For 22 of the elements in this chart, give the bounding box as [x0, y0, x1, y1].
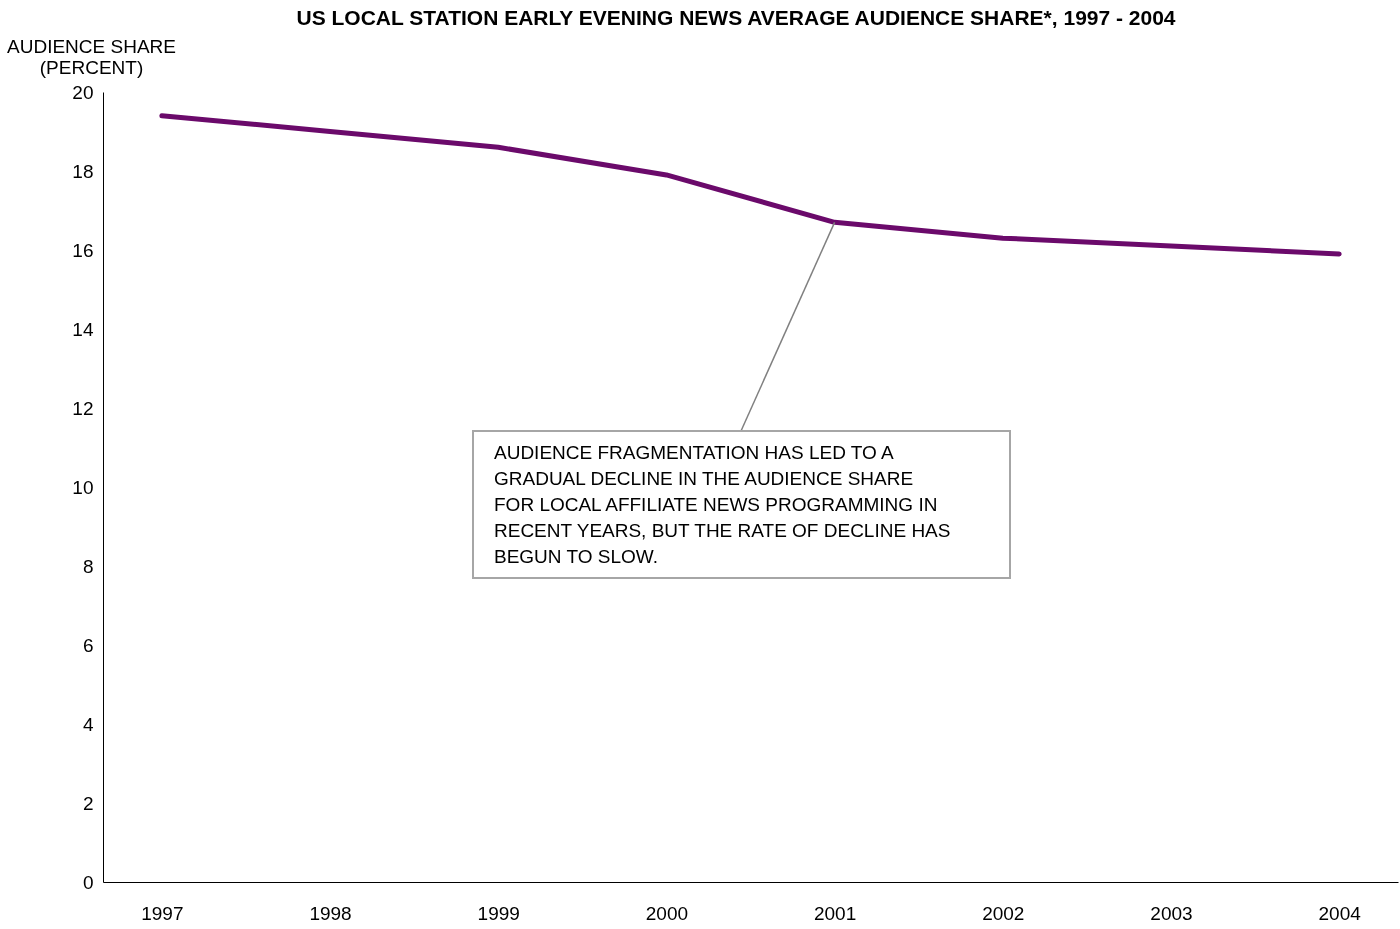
y-tick-label: 20: [72, 81, 94, 103]
x-tick-label: 1997: [141, 902, 184, 924]
x-tick-label: 2000: [645, 902, 689, 924]
y-tick-label: 6: [82, 634, 94, 656]
y-tick-label: 4: [82, 713, 94, 735]
y-tick-label: 14: [72, 318, 94, 340]
y-tick-label: 16: [72, 239, 94, 261]
y-tick-label: 12: [72, 397, 94, 419]
annotation: AUDIENCE FRAGMENTATION HAS LED TO A GRADUAL DECLINE IN THE AUDIENCE SHARE FOR LOCAL AFFILIATE NEWS PROGRAMMING IN RECENT YEARS, BUT THE RATE OF DECLINE HAS BEGUN TO SLOW.: [494, 442, 951, 567]
chart-title: US LOCAL STATION EARLY EVENING NEWS AVERAGE AUDIENCE SHARE*, 1997 - 2004: [296, 6, 1176, 29]
x-tick-label: 2004: [1318, 902, 1362, 924]
y-tick-label: 8: [82, 555, 94, 577]
y-tick-label: 0: [82, 871, 94, 893]
y-tick-label: 10: [72, 476, 94, 498]
x-tick-label: 2001: [813, 902, 857, 924]
x-tick-label: 2002: [982, 902, 1025, 924]
y-tick-label: 2: [82, 792, 94, 814]
x-tick-label: 1998: [309, 902, 352, 924]
x-tick-label: 1999: [477, 902, 520, 924]
y-tick-label: 18: [72, 160, 94, 182]
y-axis-title: AUDIENCE SHARE (PERCENT): [7, 35, 176, 78]
x-tick-label: 2003: [1150, 902, 1193, 924]
